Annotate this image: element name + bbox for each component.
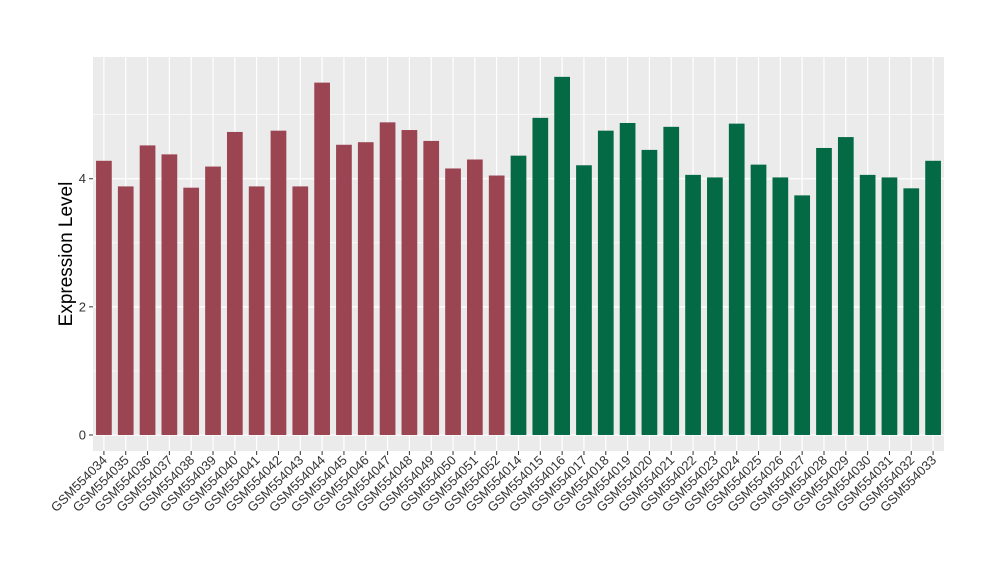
bar-GSM554033 xyxy=(925,160,941,435)
bar-GSM554051 xyxy=(467,159,483,435)
bar-GSM554032 xyxy=(903,188,920,435)
y-tick-label: 4 xyxy=(79,171,86,186)
bar-GSM554041 xyxy=(248,186,265,435)
bar-GSM554039 xyxy=(205,166,221,435)
y-axis-ticks: 0 2 4 xyxy=(79,171,93,442)
bar-GSM554049 xyxy=(423,140,440,435)
bar-GSM554014 xyxy=(510,155,527,435)
bar-GSM554036 xyxy=(139,145,156,435)
bar-GSM554050 xyxy=(445,168,461,435)
bar-GSM554046 xyxy=(357,142,374,435)
bar-GSM554026 xyxy=(772,177,789,435)
bar-GSM554047 xyxy=(379,122,396,435)
bar-GSM554037 xyxy=(161,154,178,435)
bar-GSM554023 xyxy=(707,177,723,435)
y-axis-title: Expression Level xyxy=(56,182,77,327)
x-axis-ticks: GSM554034GSM554035GSM554036GSM554037GSM5… xyxy=(48,451,939,515)
bar-GSM554024 xyxy=(728,123,745,435)
bar-GSM554045 xyxy=(336,144,352,435)
bar-GSM554052 xyxy=(488,175,505,435)
bar-GSM554038 xyxy=(183,187,200,435)
bar-GSM554020 xyxy=(641,149,658,435)
bar-GSM554031 xyxy=(881,177,898,435)
bar-GSM554044 xyxy=(314,82,330,435)
bar-GSM554027 xyxy=(794,195,811,435)
bar-GSM554015 xyxy=(532,117,549,435)
bar-GSM554017 xyxy=(576,165,592,435)
bar-GSM554018 xyxy=(597,130,614,435)
bar-GSM554028 xyxy=(816,147,832,435)
bar-GSM554025 xyxy=(750,164,767,435)
bar-GSM554021 xyxy=(663,126,680,435)
bar-GSM554040 xyxy=(226,131,243,435)
y-tick-label: 2 xyxy=(79,299,86,314)
bar-GSM554016 xyxy=(554,76,570,435)
bar-GSM554022 xyxy=(685,174,701,435)
y-tick-label: 0 xyxy=(79,427,86,442)
bar-GSM554043 xyxy=(292,186,309,435)
bar-GSM554042 xyxy=(270,130,287,435)
bar-GSM554029 xyxy=(837,137,854,435)
bars xyxy=(96,76,941,435)
bar-GSM554048 xyxy=(401,130,418,435)
bar-GSM554030 xyxy=(859,174,876,435)
bar-GSM554035 xyxy=(117,186,134,435)
bar-GSM554019 xyxy=(619,122,636,435)
bar-GSM554034 xyxy=(96,160,112,435)
